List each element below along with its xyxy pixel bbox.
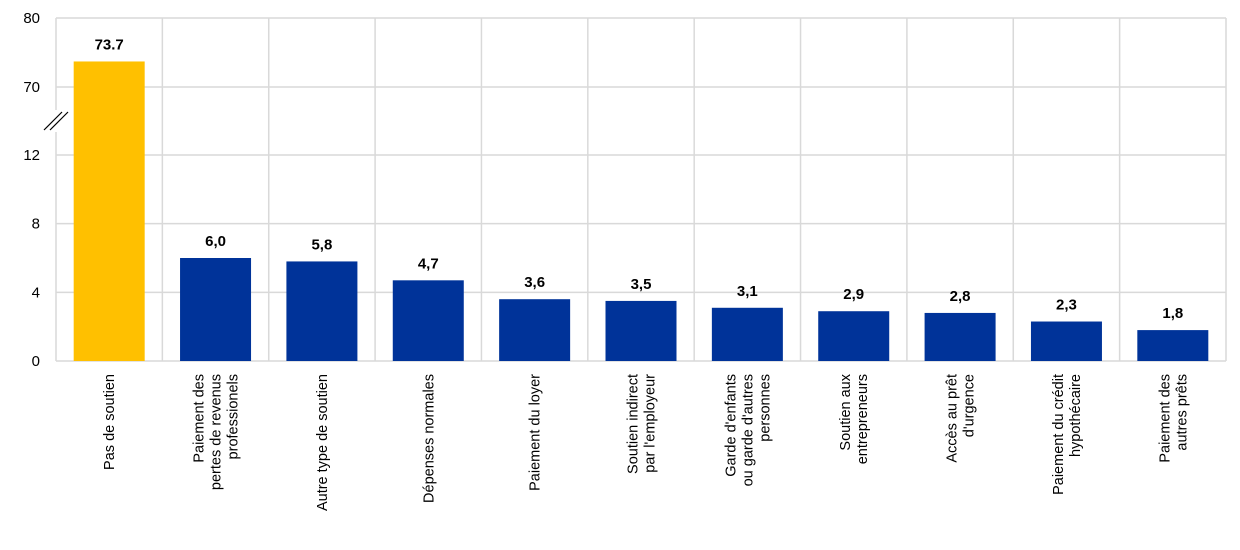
x-category-label-line: professionels (226, 374, 242, 459)
bar (924, 312, 996, 361)
x-category-label-line: Soutien indirect (626, 374, 642, 474)
x-category-label-line: autres prêts (1174, 374, 1190, 451)
y-tick-label: 80 (23, 10, 40, 27)
bars (73, 61, 1209, 361)
data-label: 73.7 (95, 36, 124, 53)
data-label: 3,5 (631, 276, 652, 293)
x-category-label-line: Autre type de soutien (315, 374, 331, 511)
bar (1030, 321, 1102, 361)
y-tick-label: 0 (32, 353, 40, 370)
x-category-label-line: entrepreneurs (855, 374, 871, 464)
x-category-label-line: Pas de soutien (102, 374, 118, 470)
axis-break-slash (49, 111, 69, 131)
y-tick-label: 12 (23, 147, 40, 164)
x-category-label-line: Garde d'enfants (723, 374, 739, 477)
x-category-label: Paiement des pertes de revenus professione… (192, 374, 242, 490)
x-category-label-line: Dépenses normales (421, 374, 437, 503)
bar (711, 307, 783, 361)
x-category-label-line: Paiement des (192, 374, 208, 463)
x-category-label-line: Soutien aux (838, 373, 854, 450)
x-category-label: Pas de soutien (102, 374, 118, 470)
bar (818, 311, 890, 361)
y-axis: 0 4 8 12 70 80 (23, 10, 70, 370)
bar (499, 299, 571, 361)
x-category-label-line: hypothécaire (1068, 374, 1084, 457)
x-category-label: Soutien aux entrepreneurs (838, 373, 871, 464)
x-category-label: Soutien indirect par l'employeur (626, 374, 659, 474)
x-category-label: Paiement du crédit hypothécaire (1051, 374, 1084, 495)
axis-break-marker (40, 110, 70, 132)
x-category-label-line: par l'employeur (643, 374, 659, 473)
x-category-label: Accès au prêt d'urgence (945, 374, 978, 463)
data-labels: 73.7 6,0 5,8 4,7 3,6 3,5 3,1 2,9 2,8 2,3 1,8 (95, 36, 1184, 322)
x-category-label-line: Paiement du crédit (1051, 374, 1067, 495)
x-category-label-line: Paiement des (1157, 374, 1173, 463)
x-category-label: Paiement des autres prêts (1157, 374, 1190, 463)
x-category-label: Garde d'enfants ou garde d'autres personne… (723, 374, 773, 486)
x-category-label: Paiement du loyer (528, 374, 544, 491)
bar (286, 261, 358, 361)
bar (392, 280, 464, 361)
data-label: 2,3 (1056, 297, 1077, 314)
data-label: 4,7 (418, 255, 439, 272)
x-category-label-line: d'urgence (962, 374, 978, 437)
y-tick-label: 4 (32, 284, 40, 301)
data-label: 6,0 (205, 233, 226, 250)
data-label: 1,8 (1162, 305, 1183, 322)
data-label: 2,8 (950, 288, 971, 305)
data-label: 3,6 (524, 274, 545, 291)
x-category-label-line: ou garde d'autres (740, 374, 756, 486)
data-label: 2,9 (843, 286, 864, 303)
bar (180, 258, 252, 361)
x-category-label-line: Paiement du loyer (528, 374, 544, 491)
x-category-label-line: personnes (757, 374, 773, 442)
x-category-label: Autre type de soutien (315, 374, 331, 511)
data-label: 3,1 (737, 283, 758, 300)
data-label: 5,8 (311, 236, 332, 253)
axis-break-slash (43, 111, 63, 131)
x-category-label-line: pertes de revenus (209, 374, 225, 490)
x-axis-labels: Pas de soutien Paiement des pertes de reve… (102, 373, 1190, 511)
grid-lines (55, 17, 1227, 362)
bar (605, 300, 677, 361)
x-category-label: Dépenses normales (421, 374, 437, 503)
bar (1137, 330, 1209, 361)
y-tick-label: 8 (32, 216, 40, 233)
bar (73, 61, 145, 361)
y-tick-label: 70 (23, 79, 40, 96)
x-category-label-line: Accès au prêt (945, 374, 961, 463)
